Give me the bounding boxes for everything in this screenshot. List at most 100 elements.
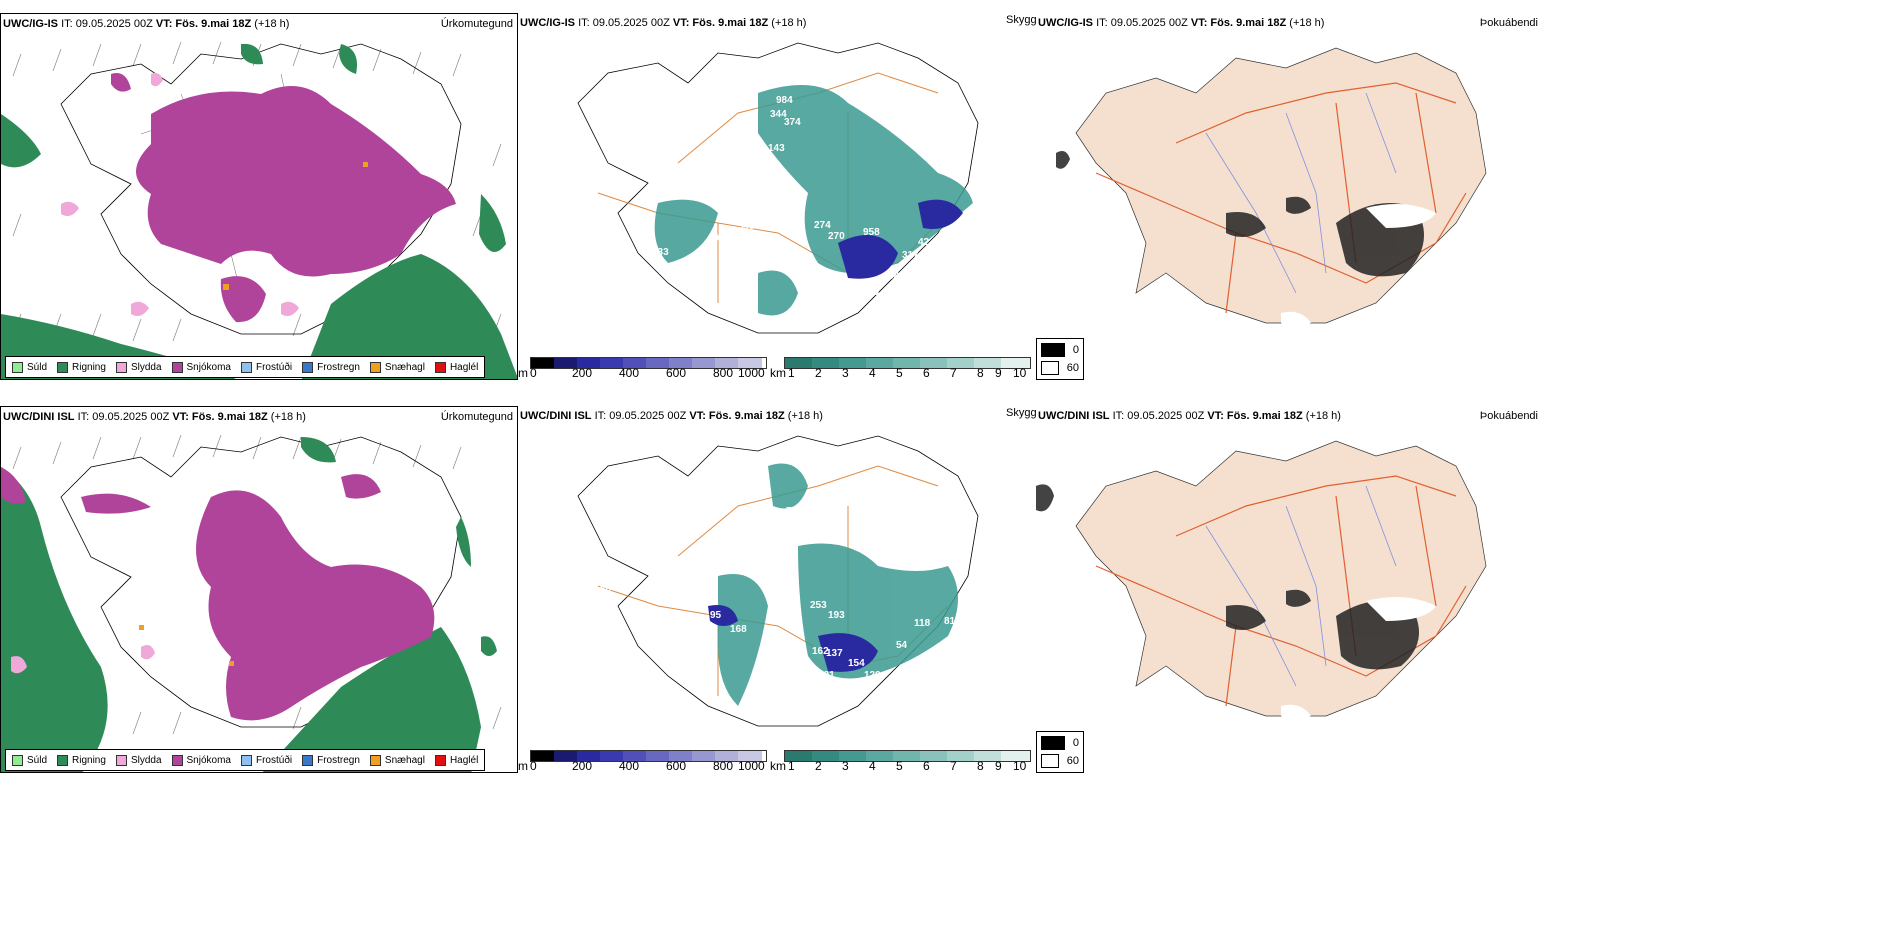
ceiling-value-label: 374 [784, 117, 801, 128]
visibility-tick: 8 [977, 759, 984, 773]
ceiling-tick: 400 [619, 759, 640, 773]
sky-title: Skyggni [1006, 407, 1046, 419]
legend-item-freezing-rain: Frostregn [302, 754, 360, 766]
ceiling-value-label: 61 [656, 297, 668, 308]
ceiling-value-label: 253 [810, 600, 827, 611]
ceiling-tick: 600 [666, 759, 687, 773]
ceiling-tick: 0 [530, 366, 537, 380]
precip-legend: Súld Rigning Slydda Snjókoma Frostúði Fr… [5, 749, 486, 771]
legend-item-drizzle: Súld [12, 754, 47, 766]
ceiling-colorbar: m 0 200 400 600 800 1000 [518, 357, 768, 380]
ceiling-value-label: 416 [690, 267, 707, 278]
ceiling-unit: m [518, 366, 528, 380]
ceiling-value-label: 749 [786, 506, 803, 517]
ceiling-value-label: 69 [764, 335, 776, 346]
ceiling-value-label: 64 [744, 708, 756, 719]
ceiling-tick: 600 [666, 366, 687, 380]
visibility-tick: 1 [788, 759, 795, 773]
ceiling-value-label: 984 [776, 95, 793, 106]
fog-title: Þokuábendi [1479, 410, 1538, 422]
ceiling-value-label: 274 [814, 220, 831, 231]
ceiling-value-label: 91 [744, 331, 756, 342]
ceiling-value-label: 54 [896, 640, 908, 651]
ceiling-map: 749 252 487 92 186 80 313 253 193 95 168… [528, 435, 979, 727]
ceiling-value-label: 270 [828, 231, 845, 242]
legend-item-snow: Snjókoma [171, 361, 231, 373]
panel-header: UWC/DINI ISL IT: 09.05.2025 00Z VT: Fös.… [3, 411, 306, 423]
legend-item-snow: Snjókoma [171, 754, 231, 766]
precip-map [1, 41, 517, 379]
precip-title: Úrkomutegund [440, 18, 513, 30]
ceiling-value-label: 189 [674, 105, 691, 116]
precip-panel-row2: UWC/DINI ISL IT: 09.05.2025 00Z VT: Fös.… [0, 406, 518, 773]
panel-header: UWC/DINI ISL IT: 09.05.2025 00Z VT: Fös.… [520, 410, 823, 422]
ceiling-value-label: 200 [766, 712, 783, 723]
visibility-unit: km [770, 759, 786, 773]
ceiling-value-label: 432 [744, 313, 761, 324]
visibility-tick: 6 [923, 366, 930, 380]
legend-item-rain: Rigning [57, 754, 106, 766]
panel-header: UWC/IG-IS IT: 09.05.2025 00Z VT: Fös. 9.… [520, 17, 807, 29]
fog-map [1036, 440, 1487, 719]
ceiling-value-label: 168 [730, 624, 747, 635]
fog-panel-row1: UWC/IG-IS IT: 09.05.2025 00Z VT: Fös. 9.… [1036, 13, 1542, 333]
visibility-tick: 5 [896, 366, 903, 380]
panel-header: UWC/IG-IS IT: 09.05.2025 00Z VT: Fös. 9.… [1038, 17, 1325, 29]
visibility-colorbar: km 1 2 3 4 5 6 7 8 9 10 [770, 750, 1035, 773]
visibility-tick: 3 [842, 366, 849, 380]
visibility-tick: 10 [1013, 366, 1027, 380]
visibility-tick: 3 [842, 759, 849, 773]
ceiling-panel-row1: UWC/IG-IS IT: 09.05.2025 00Z VT: Fös. 9.… [518, 13, 1038, 380]
ceiling-value-label: 129 [864, 670, 881, 681]
ceiling-tick: 0 [530, 759, 537, 773]
ceiling-value-label: 162 [812, 646, 829, 657]
visibility-colorbar: km 1 2 3 4 5 6 7 8 9 10 [770, 357, 1035, 380]
legend-item-hail: Haglél [434, 754, 478, 766]
precip-legend: Súld Rigning Slydda Snjókoma Frostúði Fr… [5, 356, 486, 378]
legend-item-snow-pellets: Snæhagl [369, 361, 425, 373]
visibility-tick: 9 [995, 759, 1002, 773]
legend-item-drizzle: Súld [12, 361, 47, 373]
ceiling-tick: 400 [619, 366, 640, 380]
ceiling-map: 984 344 374 143 109 549 85 274 270 958 4… [577, 42, 979, 346]
visibility-tick: 9 [995, 366, 1002, 380]
ceiling-value-label: 118 [914, 618, 931, 629]
precip-title: Úrkomutegund [440, 411, 513, 423]
panel-header: UWC/DINI ISL IT: 09.05.2025 00Z VT: Fös.… [1038, 410, 1341, 422]
sky-legend: 0 60 [1036, 731, 1084, 773]
ceiling-value-label: 29 [868, 287, 880, 298]
ceiling-unit: m [518, 759, 528, 773]
ceiling-value-label: 474 [826, 283, 843, 294]
ceiling-value-label: 344 [770, 109, 787, 120]
ceiling-value-label: 143 [768, 143, 785, 154]
ceiling-tick: 1000 [738, 759, 765, 773]
ceiling-tick: 800 [713, 366, 734, 380]
visibility-tick: 6 [923, 759, 930, 773]
ceiling-value-label: 313 [770, 600, 787, 611]
legend-item-hail: Haglél [434, 361, 478, 373]
legend-item-sleet: Slydda [115, 361, 162, 373]
ceiling-value-label: 487 [780, 540, 797, 551]
ceiling-value-label: 85 [772, 220, 784, 231]
ceiling-value-label: 317 [902, 250, 919, 261]
visibility-tick: 7 [950, 366, 957, 380]
ceiling-value-label: 109 [708, 233, 725, 244]
ceiling-value-label: 958 [863, 227, 880, 238]
visibility-tick: 4 [869, 366, 876, 380]
legend-item-freezing-drizzle: Frostúði [240, 361, 292, 373]
ceiling-value-label: 92 [580, 550, 592, 561]
visibility-tick: 1 [788, 366, 795, 380]
ceiling-tick: 1000 [738, 366, 765, 380]
precip-map [1, 434, 502, 772]
ceiling-value-label: 42 [918, 237, 930, 248]
ceiling-value-label: 233 [652, 247, 669, 258]
fog-panel-row2: UWC/DINI ISL IT: 09.05.2025 00Z VT: Fös.… [1036, 406, 1542, 726]
visibility-tick: 10 [1013, 759, 1027, 773]
fog-map [1056, 47, 1487, 326]
ceiling-value-label: 154 [848, 658, 865, 669]
visibility-tick: 8 [977, 366, 984, 380]
ceiling-tick: 800 [713, 759, 734, 773]
legend-item-freezing-rain: Frostregn [302, 361, 360, 373]
ceiling-value-label: 193 [828, 610, 845, 621]
legend-item-rain: Rigning [57, 361, 106, 373]
